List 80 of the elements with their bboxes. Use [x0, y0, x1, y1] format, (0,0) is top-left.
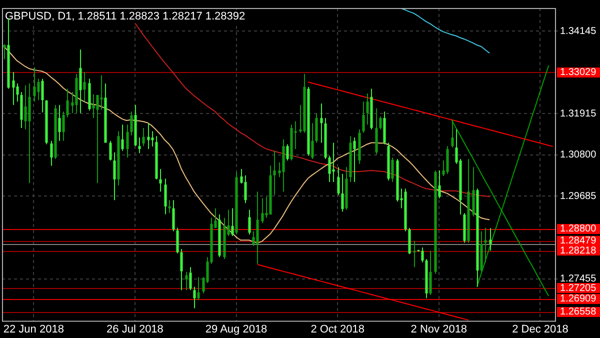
candlestick [168, 200, 171, 214]
ref-line-label: 1.33029 [560, 67, 597, 78]
x-tick-label: 2 Dec 2018 [512, 323, 568, 336]
candlestick [164, 178, 167, 215]
candlestick [66, 88, 69, 118]
candlestick [332, 142, 335, 182]
candlestick [3, 44, 6, 60]
candlestick [92, 94, 95, 118]
candlestick [353, 137, 356, 182]
candlestick [197, 276, 200, 301]
candlestick [438, 170, 441, 199]
candlestick [362, 101, 365, 134]
x-tick-label: 2 Nov 2018 [410, 323, 468, 336]
y-tick-label: 1.30800 [560, 150, 597, 161]
candlestick [96, 94, 99, 184]
candlestick [328, 155, 331, 182]
ref-line-label: 1.26909 [560, 294, 597, 305]
candlestick [100, 74, 103, 110]
x-tick-label: 29 Aug 2018 [205, 323, 268, 336]
candlestick [176, 227, 179, 254]
candlestick [138, 137, 141, 154]
candlestick [429, 250, 432, 296]
y-tick-label: 1.31915 [560, 108, 597, 120]
x-tick-label: 26 Jul 2018 [106, 323, 164, 336]
candlestick [489, 228, 492, 252]
ref-line-label: 1.28800 [560, 224, 597, 235]
candlestick [261, 198, 264, 224]
candlestick [37, 78, 40, 101]
candlestick [379, 116, 382, 130]
candlestick [147, 122, 150, 150]
ref-line-label: 1.27205 [560, 282, 597, 294]
candlestick [142, 127, 145, 147]
candlestick [159, 168, 162, 192]
candlestick [62, 111, 65, 142]
candlestick [451, 119, 454, 148]
candlestick [273, 150, 276, 196]
x-tick-label: 22 Jun 2018 [3, 323, 64, 336]
candlestick [421, 247, 424, 263]
candlestick [366, 93, 369, 126]
candlestick [24, 84, 27, 130]
candlestick [16, 83, 19, 102]
candlestick [58, 104, 61, 142]
candlestick [244, 174, 247, 204]
candlestick [12, 72, 15, 106]
candlestick [126, 124, 129, 158]
candlestick [180, 248, 183, 291]
candlestick [172, 200, 175, 232]
candlestick [413, 240, 416, 268]
candlestick [185, 271, 188, 291]
ref-line-label: 1.26558 [560, 306, 597, 318]
candlestick [193, 286, 196, 309]
x-tick-label: 2 Oct 2018 [310, 323, 365, 336]
candlestick [315, 112, 318, 144]
candlestick [151, 130, 154, 147]
candlestick [189, 266, 192, 291]
candlestick [231, 208, 234, 237]
candlestick [79, 48, 82, 114]
candlestick [109, 140, 112, 162]
candlestick [337, 166, 340, 196]
candlestick [83, 72, 86, 102]
candlestick [113, 152, 116, 201]
candlestick [248, 209, 251, 236]
y-tick-label: 1.27455 [560, 274, 597, 285]
ref-line-label: 1.28479 [560, 236, 597, 247]
candlestick [130, 111, 133, 136]
candlestick [341, 173, 344, 212]
candlestick [50, 140, 53, 166]
y-tick-label: 1.29685 [560, 190, 597, 202]
candlestick [311, 122, 314, 160]
candlestick [33, 66, 36, 102]
ref-line-label: 1.28218 [560, 245, 597, 256]
candlestick [320, 103, 323, 144]
candlestick [484, 227, 487, 263]
candlestick [286, 144, 289, 162]
candlestick [446, 146, 449, 174]
candlestick [41, 78, 44, 113]
candlestick [391, 157, 394, 182]
chart-title: GBPUSD, D1, 1.28511 1.28823 1.28217 1.28392 [5, 10, 246, 23]
y-tick-label: 1.34145 [560, 26, 597, 37]
candlestick [121, 124, 124, 152]
